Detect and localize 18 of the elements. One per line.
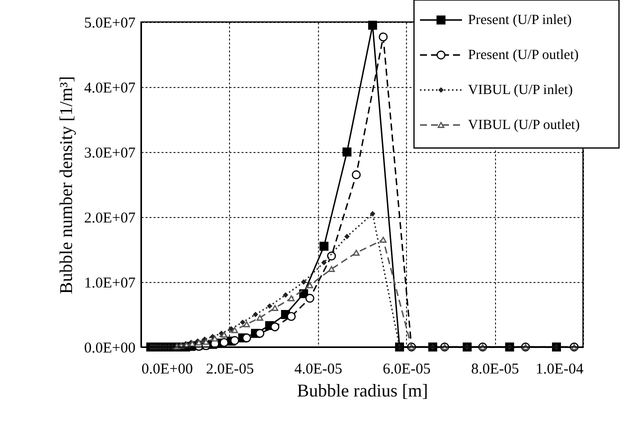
y-tick-label: 5.0E+07 <box>84 16 136 32</box>
x-tick-label: 2.0E-05 <box>206 362 254 378</box>
legend-label: VIBUL (U/P outlet) <box>468 118 580 133</box>
y-tick-label: 3.0E+07 <box>84 146 136 162</box>
y-tick-label: 2.0E+07 <box>84 210 136 226</box>
legend-label: Present (U/P outlet) <box>468 48 580 63</box>
legend-label: VIBUL (U/P inlet) <box>468 83 574 98</box>
x-tick-label: 6.0E-05 <box>382 362 431 378</box>
legend-label: Present (U/P inlet) <box>468 13 572 28</box>
x-axis-title: Bubble radius [m] <box>297 380 428 400</box>
y-tick-label: 1.0E+07 <box>84 276 136 292</box>
y-axis-title: Bubble number density [1/m³] <box>56 76 76 294</box>
x-tick-label: 4.0E-05 <box>294 362 342 378</box>
y-tick-label: 4.0E+07 <box>84 80 136 96</box>
y-tick-label: 0.0E+00 <box>84 340 136 356</box>
x-tick-label: 1.0E-04 <box>536 362 584 378</box>
x-tick-label: 8.0E-05 <box>471 362 520 378</box>
x-tick-label: 0.0E+00 <box>142 362 193 378</box>
